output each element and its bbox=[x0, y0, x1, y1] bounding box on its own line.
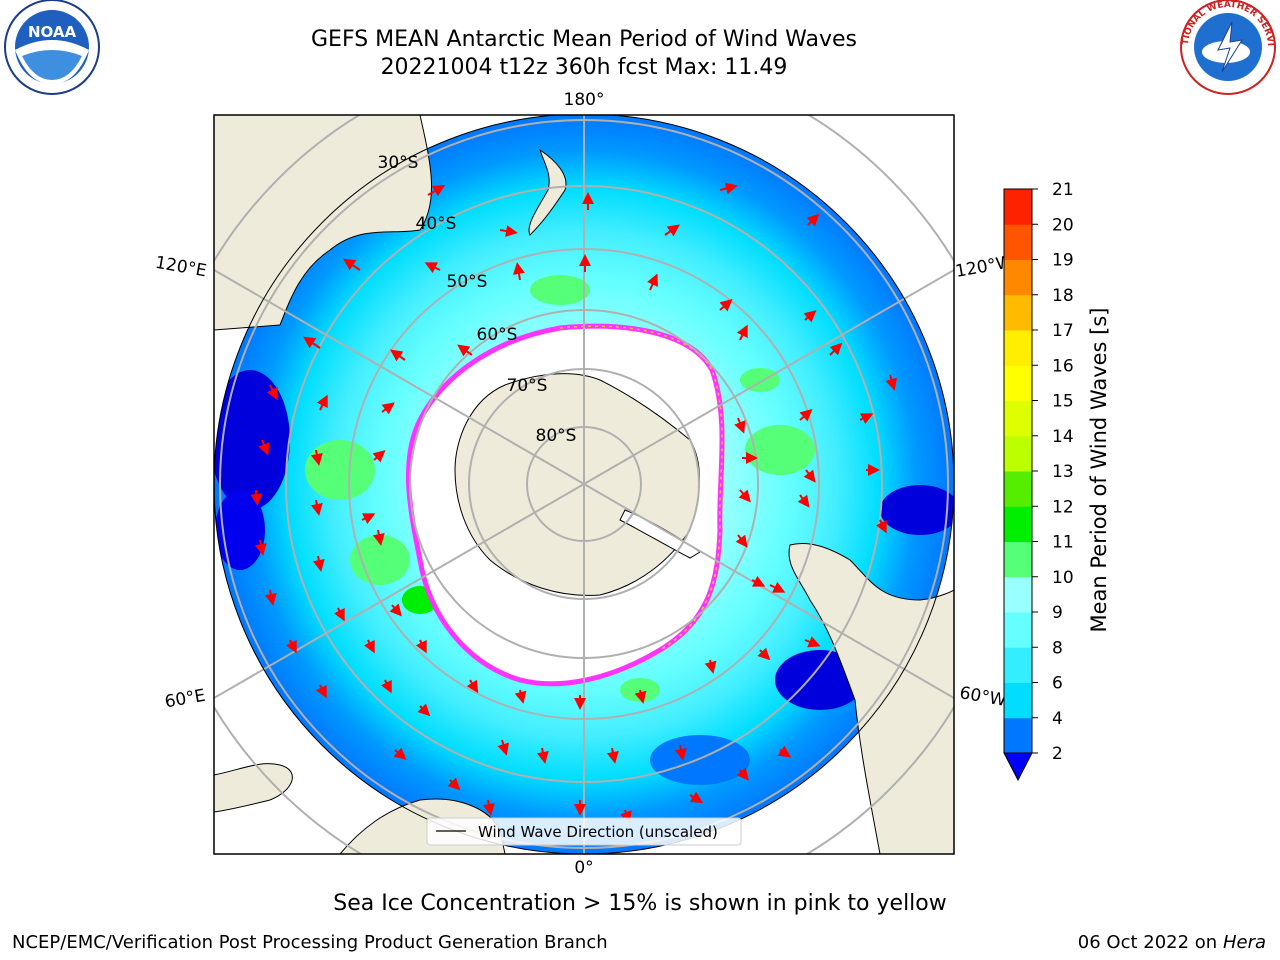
lat-label-80s: 80°S bbox=[536, 426, 577, 446]
lon-label-60e: 60°E bbox=[163, 686, 207, 713]
colorbar-segment bbox=[1004, 576, 1032, 613]
wind-wave-arrows bbox=[250, 182, 898, 824]
run-date-text: 06 Oct 2022 on bbox=[1077, 932, 1218, 953]
noaa-logo-text: NOAA bbox=[28, 23, 77, 41]
map-subtitle: 20221004 t12z 360h fcst Max: 11.49 bbox=[380, 55, 788, 80]
colorbar-segment bbox=[1004, 541, 1032, 578]
sea-ice-note: Sea Ice Concentration > 15% is shown in … bbox=[333, 891, 947, 916]
colorbar-tick-label: 14 bbox=[1052, 427, 1074, 447]
colorbar-segment bbox=[1004, 259, 1032, 296]
lat-label-60s: 60°S bbox=[477, 325, 518, 345]
colorbar-tick-label: 17 bbox=[1052, 321, 1074, 341]
colorbar-tick-label: 4 bbox=[1052, 709, 1063, 729]
colorbar-tick-label: 15 bbox=[1052, 392, 1074, 412]
colorbar-segment bbox=[1004, 224, 1032, 260]
map-legend: Wind Wave Direction (unscaled) bbox=[426, 817, 742, 846]
colorbar-tick-label: 13 bbox=[1052, 462, 1074, 482]
lat-label-50s: 50°S bbox=[447, 272, 488, 292]
africa bbox=[214, 763, 293, 813]
map-title: GEFS MEAN Antarctic Mean Period of Wind … bbox=[311, 27, 857, 52]
nws-logo: NATIONAL WEATHER SERVICE bbox=[0, 0, 1276, 95]
colorbar-segment bbox=[1004, 506, 1032, 542]
colorbar-tick-label: 12 bbox=[1052, 497, 1074, 517]
lon-label-180: 180° bbox=[564, 90, 605, 110]
colorbar-tick-label: 11 bbox=[1052, 533, 1074, 553]
map-frame bbox=[213, 114, 955, 855]
colorbar-under-extension bbox=[1003, 752, 1033, 782]
colorbar: 2 4 6 8 9 10 11 12 13 14 15 16 17 18 19 20 21 Mean Perio… bbox=[1003, 180, 1111, 782]
new-zealand bbox=[528, 148, 567, 236]
lat-label-40s: 40°S bbox=[416, 214, 457, 234]
lon-label-60w: 60°W bbox=[958, 683, 1008, 711]
machine-name: Hera bbox=[1222, 932, 1266, 953]
antarctica bbox=[454, 373, 700, 596]
colorbar-segment bbox=[1004, 682, 1032, 719]
colorbar-segment bbox=[1004, 365, 1032, 401]
run-date: 06 Oct 2022 on Hera bbox=[1078, 932, 1266, 953]
colorbar-tick-label: 9 bbox=[1052, 603, 1063, 623]
legend-label: Wind Wave Direction (unscaled) bbox=[478, 823, 718, 841]
colorbar-tick-label: 21 bbox=[1052, 180, 1074, 200]
colorbar-title: Mean Period of Wind Waves [s] bbox=[1087, 308, 1111, 633]
lon-label-120e: 120°E bbox=[154, 253, 208, 282]
colorbar-tick-label: 8 bbox=[1052, 638, 1063, 658]
colorbar-segment bbox=[1004, 612, 1032, 648]
lat-label-30s: 30°S bbox=[378, 153, 419, 173]
svg-text:NATIONAL WEATHER SERVICE: NATIONAL WEATHER SERVICE bbox=[0, 0, 1275, 46]
colorbar-tick-label: 6 bbox=[1052, 674, 1063, 694]
colorbar-segment bbox=[1004, 189, 1032, 225]
colorbar-tick-label: 2 bbox=[1052, 744, 1063, 764]
colorbar-segment bbox=[1004, 294, 1032, 331]
colorbar-tick-label: 19 bbox=[1052, 251, 1074, 271]
colorbar-tick-label: 18 bbox=[1052, 286, 1074, 306]
lon-label-0: 0° bbox=[574, 858, 593, 878]
colorbar-tick-label: 10 bbox=[1052, 568, 1074, 588]
south-america bbox=[788, 542, 954, 854]
colorbar-segment bbox=[1004, 400, 1032, 437]
lat-label-70s: 70°S bbox=[507, 376, 548, 396]
colorbar-segment bbox=[1004, 435, 1032, 472]
colorbar-segment bbox=[1004, 471, 1032, 507]
colorbar-segment bbox=[1004, 647, 1032, 683]
colorbar-segment bbox=[1004, 330, 1032, 366]
colorbar-segment bbox=[1004, 717, 1032, 754]
graticule bbox=[214, 115, 954, 854]
colorbar-tick-label: 16 bbox=[1052, 356, 1074, 376]
colorbar-tick-label: 20 bbox=[1052, 215, 1074, 235]
producer-credit: NCEP/EMC/Verification Post Processing Pr… bbox=[12, 932, 608, 953]
noaa-logo: NOAA bbox=[4, 0, 100, 95]
nws-logo-text: NATIONAL WEATHER SERVICE bbox=[0, 0, 1275, 46]
